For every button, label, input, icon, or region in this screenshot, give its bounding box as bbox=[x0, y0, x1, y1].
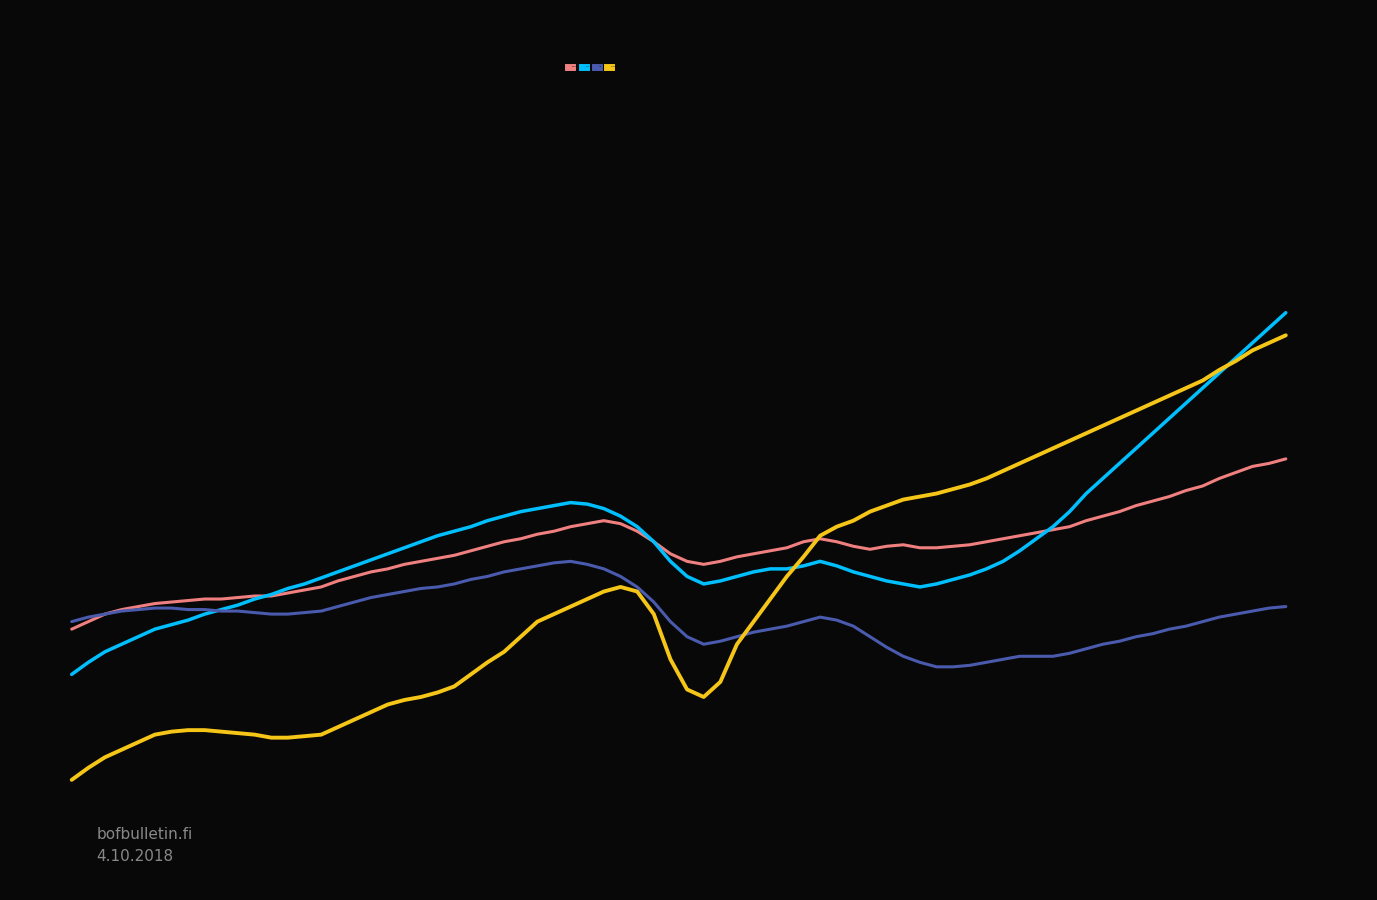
Legend: France, Spain, Italy, Germany: France, Spain, Italy, Germany bbox=[567, 66, 618, 68]
Text: bofbulletin.fi
4.10.2018: bofbulletin.fi 4.10.2018 bbox=[96, 827, 193, 864]
